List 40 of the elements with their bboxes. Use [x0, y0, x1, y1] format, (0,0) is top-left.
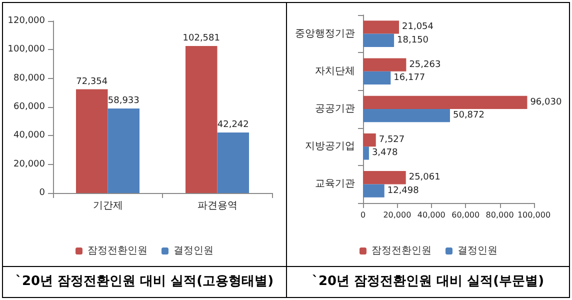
data-label: 18,150 [396, 35, 428, 46]
y-tick-label: 100,000 [8, 44, 46, 55]
x-tick-label: 100,000 [516, 210, 550, 220]
y-tick-label: 중앙행정기관 [294, 28, 354, 40]
x-tick-label: 파견용역 [197, 200, 238, 212]
x-tick-label: 40,000 [416, 210, 445, 220]
text: `20년 잠정전환인원 대비 실적(고용형태별) [3, 266, 286, 297]
data-label: 96,030 [530, 97, 562, 108]
data-label: 12,498 [386, 186, 419, 196]
x-tick-label: 80,000 [485, 210, 514, 220]
data-label: 3,478 [371, 148, 398, 158]
y-tick-label: 80,000 [14, 73, 46, 84]
y-tick-label: 60,000 [14, 102, 46, 112]
y-tick-label: 20,000 [14, 159, 46, 170]
y-tick-label: 자치단체 [314, 66, 354, 77]
y-tick-label: 교육기관 [314, 178, 354, 190]
legend-label: 잠정전환인원 [88, 246, 148, 256]
data-label: 21,054 [402, 22, 434, 32]
y-tick-label: 공공기관 [314, 104, 354, 114]
x-tick-label: 0 [360, 210, 366, 220]
x-tick-label: 60,000 [451, 210, 480, 220]
text: `20년 잠정전환인원 대비 실적(부문별) [286, 266, 570, 297]
data-label: 58,933 [108, 96, 140, 106]
x-tick-label: 기간제 [92, 200, 123, 212]
data-label: 7,527 [378, 135, 404, 146]
data-label: 16,177 [393, 72, 425, 83]
legend-label: 잠정전환인원 [371, 246, 431, 256]
data-label: 50,872 [452, 110, 484, 121]
y-tick-label: 40,000 [14, 130, 46, 141]
data-label: 72,354 [76, 76, 108, 87]
data-label: 42,242 [217, 120, 249, 130]
legend-label: 결정인원 [457, 246, 497, 256]
y-tick-label: 0 [39, 188, 46, 198]
y-tick-label: 지방공기업 [304, 141, 354, 152]
y-tick-label: 120,000 [8, 16, 46, 26]
data-label: 25,263 [408, 60, 440, 70]
legend-label: 결정인원 [174, 246, 214, 256]
x-tick-label: 20,000 [382, 210, 411, 220]
data-label: 102,581 [182, 33, 220, 44]
data-label: 25,061 [408, 172, 440, 183]
